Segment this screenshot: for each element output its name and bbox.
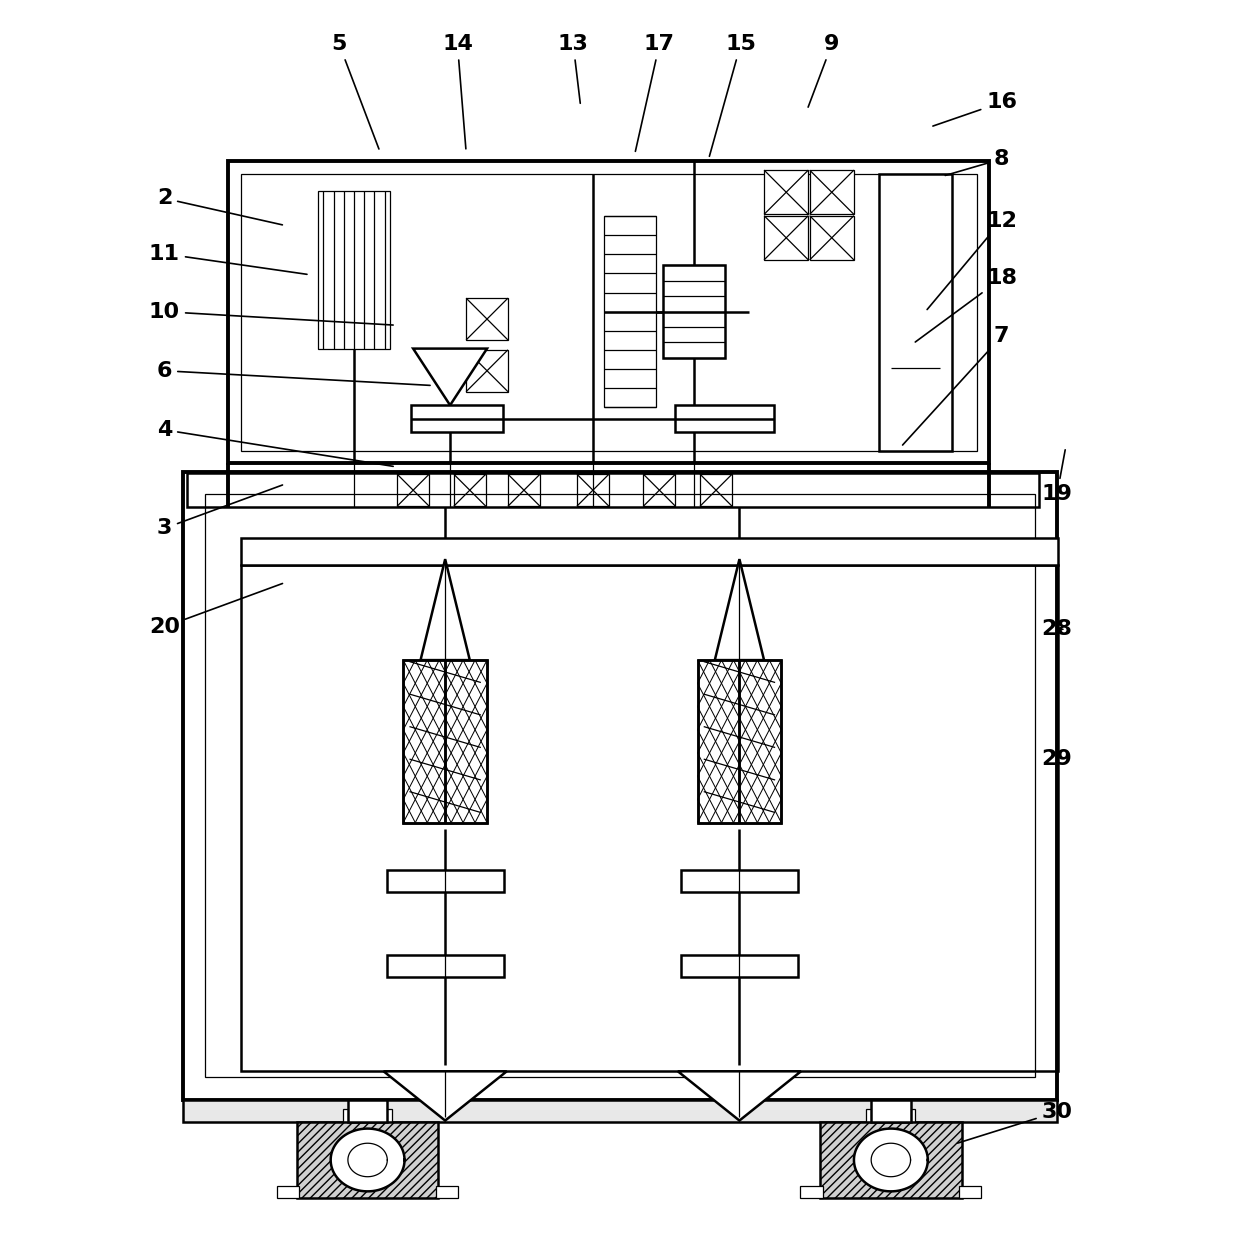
Polygon shape [420,559,470,660]
Bar [186,473,1039,507]
Bar [343,1109,392,1122]
Bar [698,660,781,823]
Bar [676,405,774,432]
Text: 18: 18 [915,269,1017,342]
Text: 5: 5 [331,35,379,149]
Bar [960,1186,981,1198]
Bar [358,1099,377,1109]
Polygon shape [296,1122,439,1198]
Text: 6: 6 [156,360,430,385]
Text: 28: 28 [1042,619,1073,639]
Bar [241,538,1058,565]
Bar [810,170,854,215]
Text: 12: 12 [928,211,1017,310]
Bar [319,191,389,348]
Polygon shape [413,348,487,405]
Bar [205,494,1035,1077]
Polygon shape [678,1071,801,1120]
Bar [800,1186,822,1198]
Polygon shape [820,1122,962,1198]
Text: 3: 3 [156,485,283,538]
Bar [184,1099,1056,1122]
Bar [764,216,808,260]
Bar [466,349,508,391]
Bar [681,955,797,977]
Bar [436,1186,458,1198]
Bar [701,474,732,506]
Bar [410,405,503,432]
Polygon shape [331,1129,404,1191]
Text: 15: 15 [709,35,756,157]
Text: 2: 2 [156,189,283,225]
Text: 8: 8 [945,149,1009,175]
Bar [397,474,429,506]
Bar [879,174,952,450]
Bar [698,660,781,823]
Polygon shape [714,559,764,660]
Text: 10: 10 [149,301,393,325]
Bar [241,565,1058,1071]
Text: 20: 20 [149,584,283,637]
Bar [466,299,508,341]
Bar [872,1099,910,1122]
Bar [348,1099,387,1122]
Text: 17: 17 [635,35,675,152]
Text: 30: 30 [957,1102,1073,1143]
Bar [387,955,503,977]
Text: 13: 13 [558,35,589,104]
Text: 14: 14 [441,35,472,149]
Bar [764,170,808,215]
Text: 7: 7 [903,326,1009,445]
Bar [810,216,854,260]
Bar [508,474,539,506]
Bar [387,870,503,892]
Bar [454,474,486,506]
Bar [184,471,1056,1099]
Text: 29: 29 [1042,749,1073,1030]
Bar [403,660,487,823]
Bar [681,870,797,892]
Text: 16: 16 [932,93,1017,126]
Bar [644,474,676,506]
Text: 11: 11 [149,244,308,274]
Bar [577,474,609,506]
Bar [867,1109,915,1122]
Text: 9: 9 [808,35,839,107]
Bar [228,162,990,463]
Polygon shape [383,1071,507,1120]
Bar [403,660,487,823]
Polygon shape [854,1129,928,1191]
Text: 4: 4 [156,420,393,466]
Bar [277,1186,299,1198]
Bar [880,1099,900,1109]
Bar [241,174,977,450]
Text: 19: 19 [1042,450,1073,503]
Bar [663,265,724,358]
Bar [604,216,656,407]
